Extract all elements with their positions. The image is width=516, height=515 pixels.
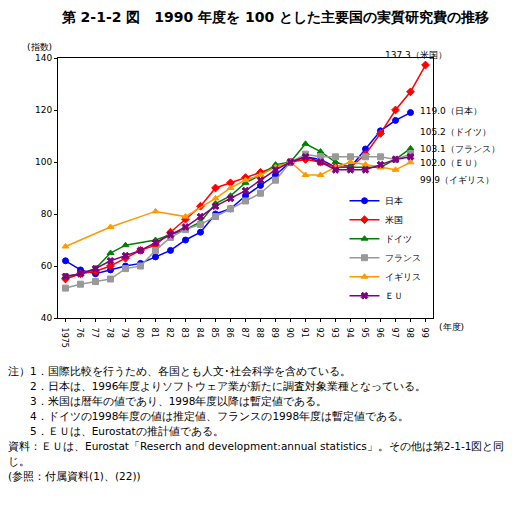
- svg-text:95: 95: [360, 328, 369, 338]
- svg-text:88: 88: [255, 328, 264, 338]
- svg-text:ＥＵ: ＥＵ: [385, 291, 403, 301]
- svg-text:84: 84: [195, 328, 204, 338]
- svg-text:60: 60: [41, 261, 53, 271]
- svg-text:85: 85: [210, 328, 219, 338]
- svg-text:100: 100: [35, 157, 52, 167]
- html-text:5．ＥＵは、Eurostatの推計値である。: 5．ＥＵは、Eurostatの推計値である。: [8, 425, 224, 437]
- html-text:(参照：付属資料(1)、(22)): (参照：付属資料(1)、(22)): [8, 470, 141, 482]
- html-text:資料：ＥＵは、Eurostat「Reserch and de: 資料：ＥＵは、Eurostat「Reserch and development:…: [8, 440, 505, 467]
- svg-text:105.2（ドイツ）: 105.2（ドイツ）: [420, 127, 491, 137]
- svg-text:フランス: フランス: [385, 253, 421, 263]
- svg-text:86: 86: [225, 328, 234, 338]
- svg-text:イギリス: イギリス: [385, 272, 421, 282]
- svg-text:96: 96: [375, 328, 384, 338]
- svg-text:102.0（ＥＵ）: 102.0（ＥＵ）: [420, 158, 482, 168]
- svg-text:98: 98: [405, 328, 414, 338]
- svg-text:ドイツ: ドイツ: [385, 234, 412, 244]
- svg-text:91: 91: [300, 328, 309, 338]
- svg-text:87: 87: [240, 328, 249, 338]
- svg-text:120: 120: [35, 105, 52, 115]
- html-text:注）1．国際比較を行うため、各国とも人文･社会科学を含めてい: 注）1．国際比較を行うため、各国とも人文･社会科学を含めている。: [8, 365, 351, 377]
- svg-text:80: 80: [135, 328, 144, 338]
- svg-text:80: 80: [41, 209, 53, 219]
- svg-text:93: 93: [330, 328, 339, 338]
- svg-text:(指数): (指数): [27, 42, 52, 52]
- svg-text:119.0（日本）: 119.0（日本）: [420, 106, 482, 116]
- html-text:3．米国は暦年の値であり、1998年度以降は暫定値である。: 3．米国は暦年の値であり、1998年度以降は暫定値である。: [8, 395, 328, 407]
- svg-text:第 2-1-2 図 1990 年度を 100 とした主要国の: 第 2-1-2 図 1990 年度を 100 とした主要国の実質研究費の推移: [61, 9, 489, 25]
- svg-text:40: 40: [41, 313, 53, 323]
- svg-text:137.3（米国）: 137.3（米国）: [385, 50, 447, 60]
- svg-text:77: 77: [90, 328, 99, 338]
- svg-text:92: 92: [315, 328, 324, 338]
- svg-text:81: 81: [150, 328, 159, 338]
- svg-text:(年度): (年度): [439, 322, 464, 332]
- svg-text:99.9（イギリス）: 99.9（イギリス）: [420, 175, 494, 185]
- svg-text:83: 83: [180, 328, 189, 338]
- svg-text:103.1（フランス）: 103.1（フランス）: [420, 144, 500, 154]
- svg-text:82: 82: [165, 328, 174, 338]
- svg-text:90: 90: [285, 328, 294, 338]
- svg-text:米国: 米国: [385, 215, 403, 225]
- svg-text:140: 140: [35, 53, 52, 63]
- svg-text:94: 94: [345, 328, 354, 338]
- svg-text:日本: 日本: [385, 196, 403, 206]
- html-text:4．ドイツの1998年度の値は推定値、フランスの1998年度: 4．ドイツの1998年度の値は推定値、フランスの1998年度は暫定値である。: [8, 410, 410, 422]
- svg-text:76: 76: [75, 328, 84, 338]
- html-text:2．日本は、1996年度よりソフトウェア業が新たに調査対象業: 2．日本は、1996年度よりソフトウェア業が新たに調査対象業種となっている。: [8, 380, 427, 392]
- svg-text:79: 79: [120, 328, 129, 338]
- svg-text:89: 89: [270, 328, 279, 338]
- svg-text:99: 99: [420, 328, 429, 338]
- svg-text:78: 78: [105, 328, 114, 338]
- svg-text:1975: 1975: [60, 328, 69, 348]
- svg-text:97: 97: [390, 328, 399, 338]
